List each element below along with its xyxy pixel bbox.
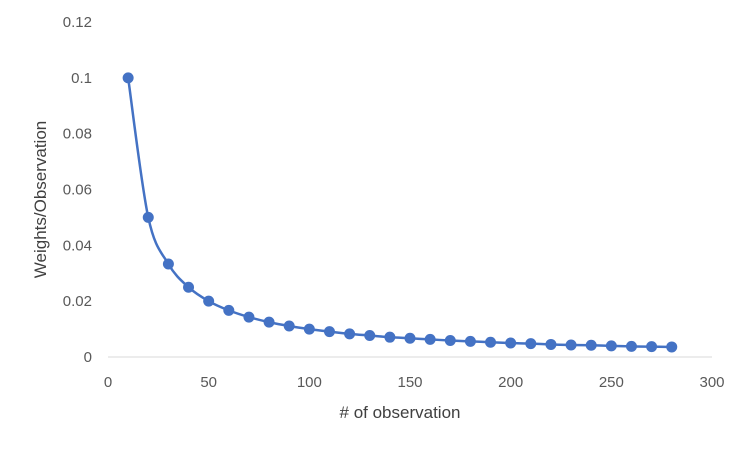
data-point xyxy=(283,320,295,332)
y-tick-label: 0 xyxy=(84,349,92,366)
y-tick-label: 0.1 xyxy=(71,70,92,87)
x-tick-label: 200 xyxy=(498,374,523,391)
data-point xyxy=(142,211,154,223)
data-point xyxy=(384,331,396,343)
data-point xyxy=(666,341,678,353)
data-point xyxy=(464,335,476,347)
data-point xyxy=(303,323,315,335)
data-point xyxy=(625,340,637,352)
data-point xyxy=(404,332,416,344)
data-point xyxy=(585,339,597,351)
y-axis-title: Weights/Observation xyxy=(31,121,50,278)
x-axis-title: # of observation xyxy=(340,403,461,422)
data-point xyxy=(364,330,376,342)
data-point xyxy=(162,258,174,270)
data-point xyxy=(525,338,537,350)
data-point xyxy=(323,326,335,338)
data-point xyxy=(183,281,195,293)
data-point xyxy=(565,339,577,351)
data-point xyxy=(344,328,356,340)
x-tick-label: 300 xyxy=(699,374,724,391)
data-point xyxy=(424,333,436,345)
y-tick-label: 0.08 xyxy=(63,126,92,143)
data-point xyxy=(263,316,275,328)
y-tick-label: 0.04 xyxy=(63,237,92,254)
data-point xyxy=(243,311,255,323)
y-axis-ticks: 0 0.02 0.04 0.06 0.08 0.1 0.12 xyxy=(63,14,92,366)
y-tick-label: 0.06 xyxy=(63,182,92,199)
x-tick-label: 0 xyxy=(104,374,112,391)
x-tick-label: 50 xyxy=(200,374,217,391)
data-point xyxy=(605,340,617,352)
data-point xyxy=(646,341,658,353)
x-tick-label: 150 xyxy=(397,374,422,391)
x-tick-label: 250 xyxy=(599,374,624,391)
data-point xyxy=(485,336,497,348)
data-point xyxy=(223,304,235,316)
data-point xyxy=(545,338,557,350)
data-point xyxy=(444,335,456,347)
y-tick-label: 0.12 xyxy=(63,14,92,31)
data-points xyxy=(122,72,678,353)
x-tick-label: 100 xyxy=(297,374,322,391)
data-point xyxy=(203,295,215,307)
data-point xyxy=(122,72,134,84)
y-tick-label: 0.02 xyxy=(63,293,92,310)
x-axis-ticks: 0 50 100 150 200 250 300 xyxy=(104,374,725,391)
data-point xyxy=(505,337,517,349)
series-line xyxy=(126,77,672,349)
